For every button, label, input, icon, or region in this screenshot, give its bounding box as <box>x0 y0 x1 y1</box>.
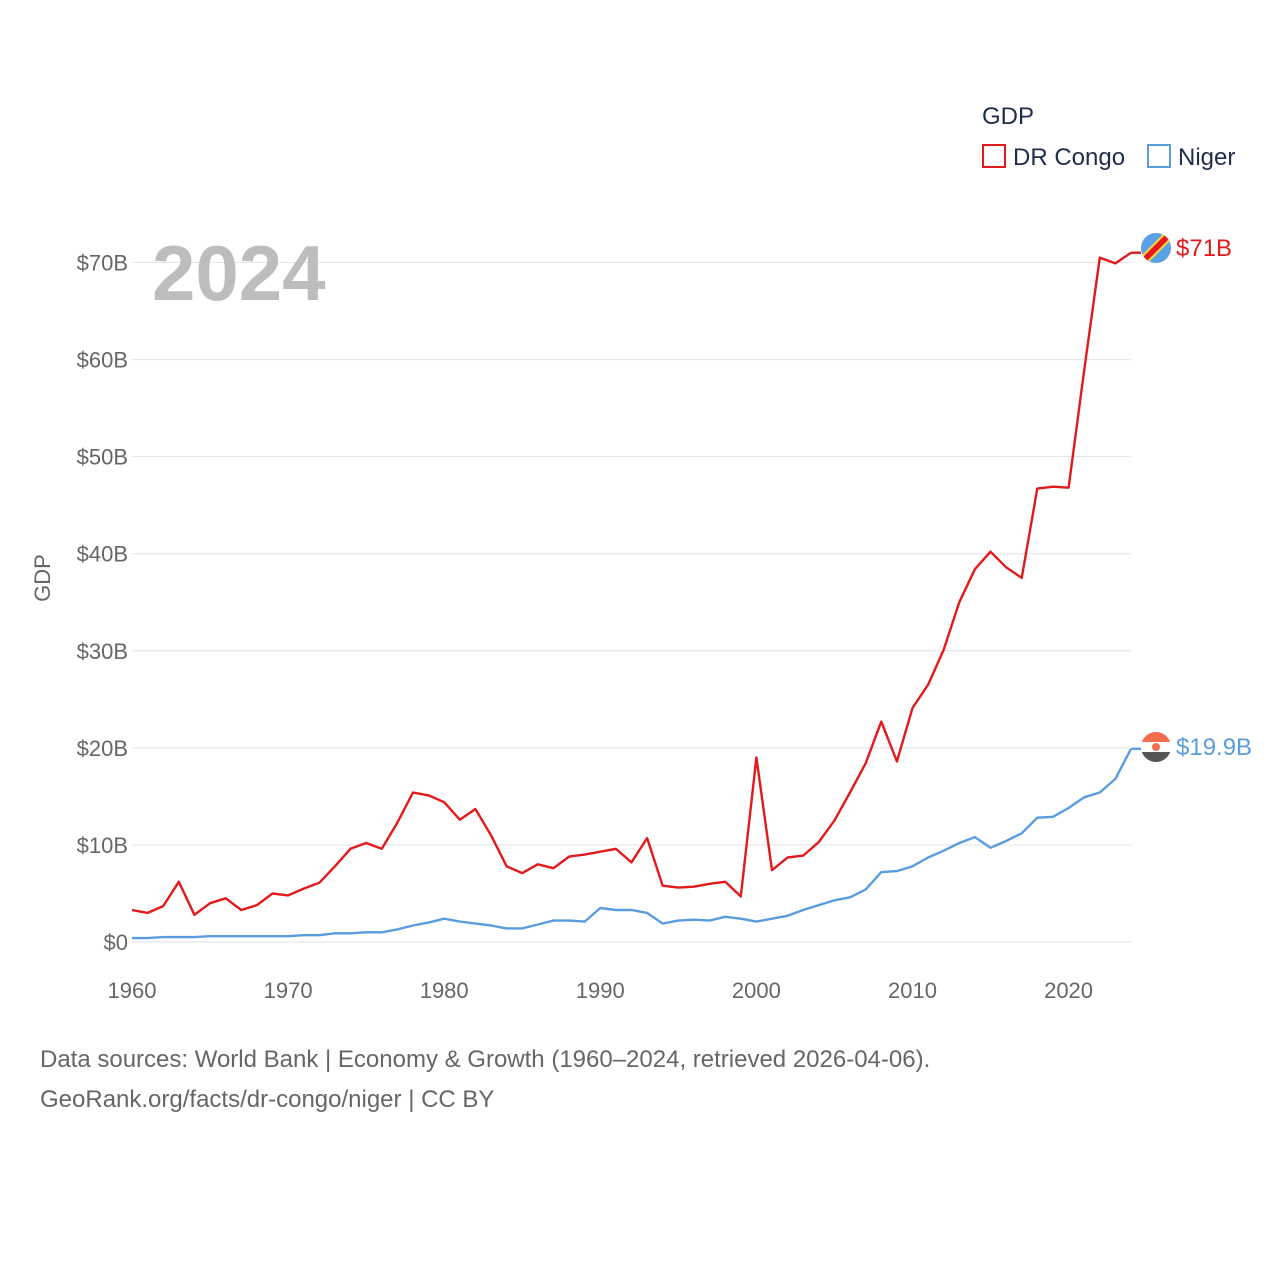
niger-flag-icon <box>1141 732 1171 762</box>
legend-item-dr-congo[interactable]: DR Congo <box>982 144 1125 171</box>
legend: GDP DR Congo Niger <box>982 103 1235 171</box>
x-axis-ticks: 1960 1970 1980 1990 2000 2010 2020 <box>108 978 1094 1003</box>
x-tick-label: 1970 <box>264 978 313 1003</box>
x-tick-label: 1990 <box>576 978 625 1003</box>
y-tick-label: $40B <box>77 542 128 567</box>
legend-swatch-dr-congo <box>982 144 1006 168</box>
dr-congo-series-line <box>131 251 1132 916</box>
legend-label-niger: Niger <box>1178 144 1235 171</box>
dr-congo-end-value-label: $71B <box>1176 235 1232 262</box>
y-tick-label: $70B <box>77 250 128 275</box>
y-tick-label: $30B <box>77 639 128 664</box>
footer-link[interactable]: GeoRank.org/facts/dr-congo/niger | CC BY <box>40 1086 495 1113</box>
footer: Data sources: World Bank | Economy & Gro… <box>40 1040 930 1120</box>
y-tick-label: $50B <box>77 445 128 470</box>
legend-title: GDP <box>982 103 1034 130</box>
x-tick-label: 1960 <box>108 978 157 1003</box>
legend-label-dr-congo: DR Congo <box>1013 144 1125 171</box>
x-tick-label: 2020 <box>1044 978 1093 1003</box>
y-axis-title: GDP <box>30 554 55 602</box>
series-layer <box>131 251 1141 940</box>
legend-swatch-niger <box>1147 144 1171 168</box>
footer-sources: Data sources: World Bank | Economy & Gro… <box>40 1046 931 1073</box>
y-tick-label: $0 <box>104 930 128 955</box>
niger-end-value-label: $19.9B <box>1176 734 1252 761</box>
y-tick-label: $60B <box>77 348 128 373</box>
year-watermark: 2024 <box>152 229 326 317</box>
niger-series-line <box>132 748 1133 940</box>
y-tick-label: $20B <box>77 736 128 761</box>
dr-congo-flag-icon <box>1141 233 1171 263</box>
y-tick-label: $10B <box>77 833 128 858</box>
x-tick-label: 2010 <box>888 978 937 1003</box>
legend-item-niger[interactable]: Niger <box>1147 144 1235 171</box>
y-axis-ticks: $0 $10B $20B $30B $40B $50B $60B $70B <box>77 250 128 955</box>
y-gridlines <box>132 261 1131 943</box>
x-tick-label: 1980 <box>420 978 469 1003</box>
x-tick-label: 2000 <box>732 978 781 1003</box>
